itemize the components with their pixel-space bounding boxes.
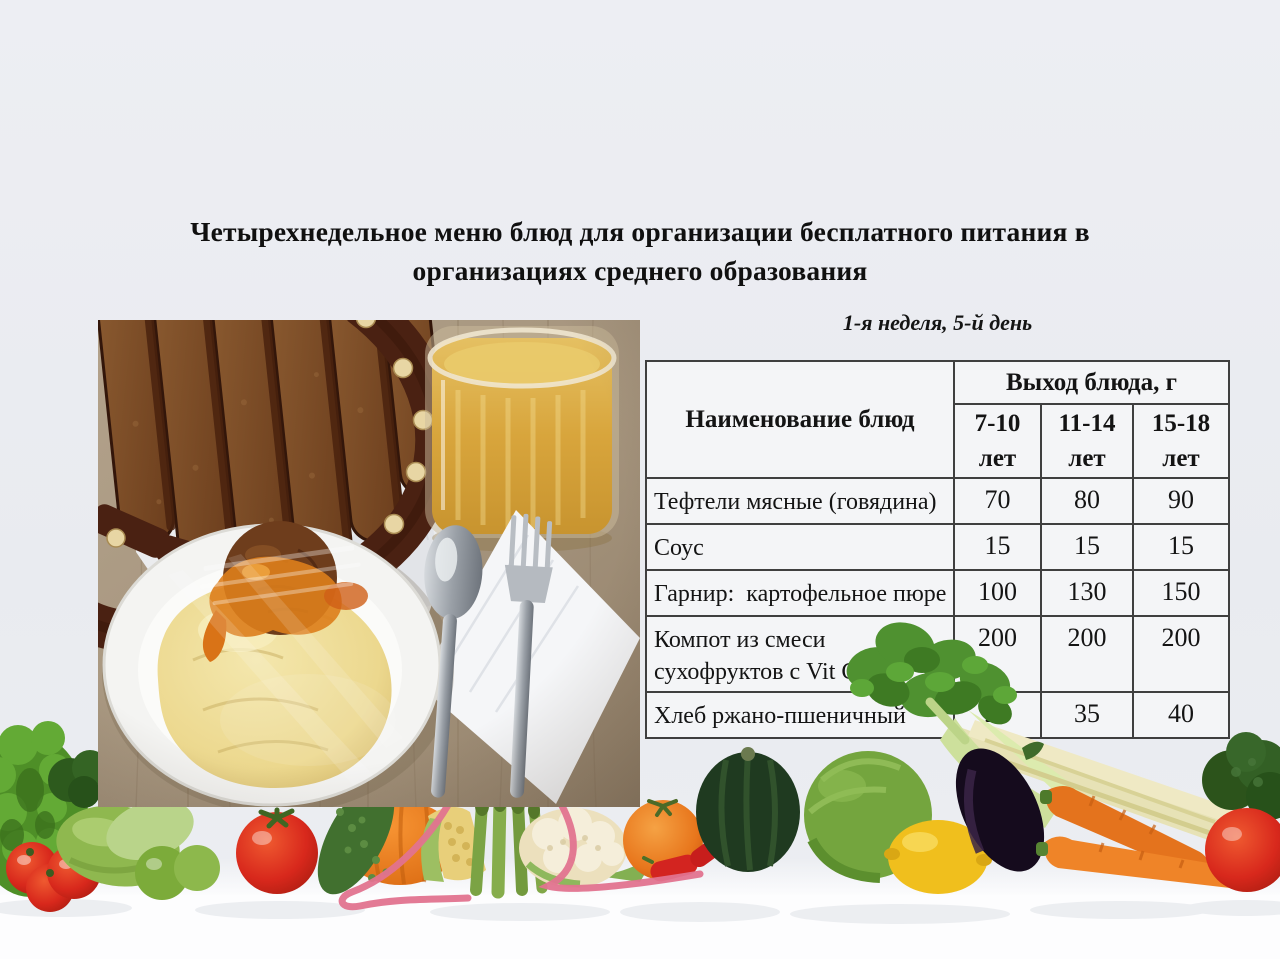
portion-value: 200 — [1132, 615, 1230, 693]
dish-name: Гарнир: картофельное пюре — [645, 569, 955, 617]
portion-value: 80 — [1040, 477, 1134, 525]
portion-value: 200 — [1040, 615, 1134, 693]
dish-name: Соус — [645, 523, 955, 571]
white-floor-base — [0, 895, 1280, 959]
page-title: Четырехнедельное меню блюд для организац… — [190, 216, 1090, 287]
portion-value: 70 — [953, 477, 1042, 525]
column-header-output-group: Выход блюда, г — [953, 360, 1230, 405]
table-row: Гарнир: картофельное пюре 100 130 150 — [645, 569, 1230, 617]
carrots — [1036, 786, 1249, 889]
portion-value: 130 — [1040, 569, 1134, 617]
portion-value: 15 — [1132, 523, 1230, 571]
column-header-age-3: 15-18 лет — [1132, 403, 1230, 479]
portion-value: 90 — [1132, 477, 1230, 525]
week-day-subtitle: 1-я неделя, 5-й день — [842, 310, 1033, 335]
portion-value: 100 — [953, 569, 1042, 617]
lemon — [884, 820, 992, 894]
meal-photo — [98, 320, 640, 807]
column-header-age-2: 11-14 лет — [1040, 403, 1134, 479]
portion-value: 150 — [1132, 569, 1230, 617]
eggplant — [955, 741, 1045, 872]
portion-value: 40 — [1132, 690, 1230, 739]
menu-table: Наименование блюд Выход блюда, г 7-10 ле… — [645, 360, 1230, 739]
portion-value: 15 — [1040, 523, 1134, 571]
column-header-age-1: 7-10 лет — [953, 403, 1042, 479]
tomato — [236, 807, 318, 894]
red-tomato-right — [1205, 808, 1280, 892]
broccoli-right — [1202, 732, 1280, 820]
column-header-dish-name: Наименование блюд — [645, 360, 955, 479]
photo-vignette — [98, 320, 640, 807]
kabocha-squash — [696, 747, 800, 872]
table-row: Соус 15 15 15 — [645, 523, 1230, 571]
vegetables-border-photo — [0, 622, 1280, 959]
dish-name: Тефтели мясные (говядина) — [645, 477, 955, 525]
pink-ribbon — [338, 794, 704, 911]
portion-value: 15 — [953, 523, 1042, 571]
small-green-fruits — [106, 799, 220, 900]
portion-value: 35 — [1040, 690, 1134, 739]
table-row: Тефтели мясные (говядина) 70 80 90 — [645, 477, 1230, 525]
floor-reflections — [0, 899, 1280, 924]
corn-with-husk — [421, 806, 486, 882]
